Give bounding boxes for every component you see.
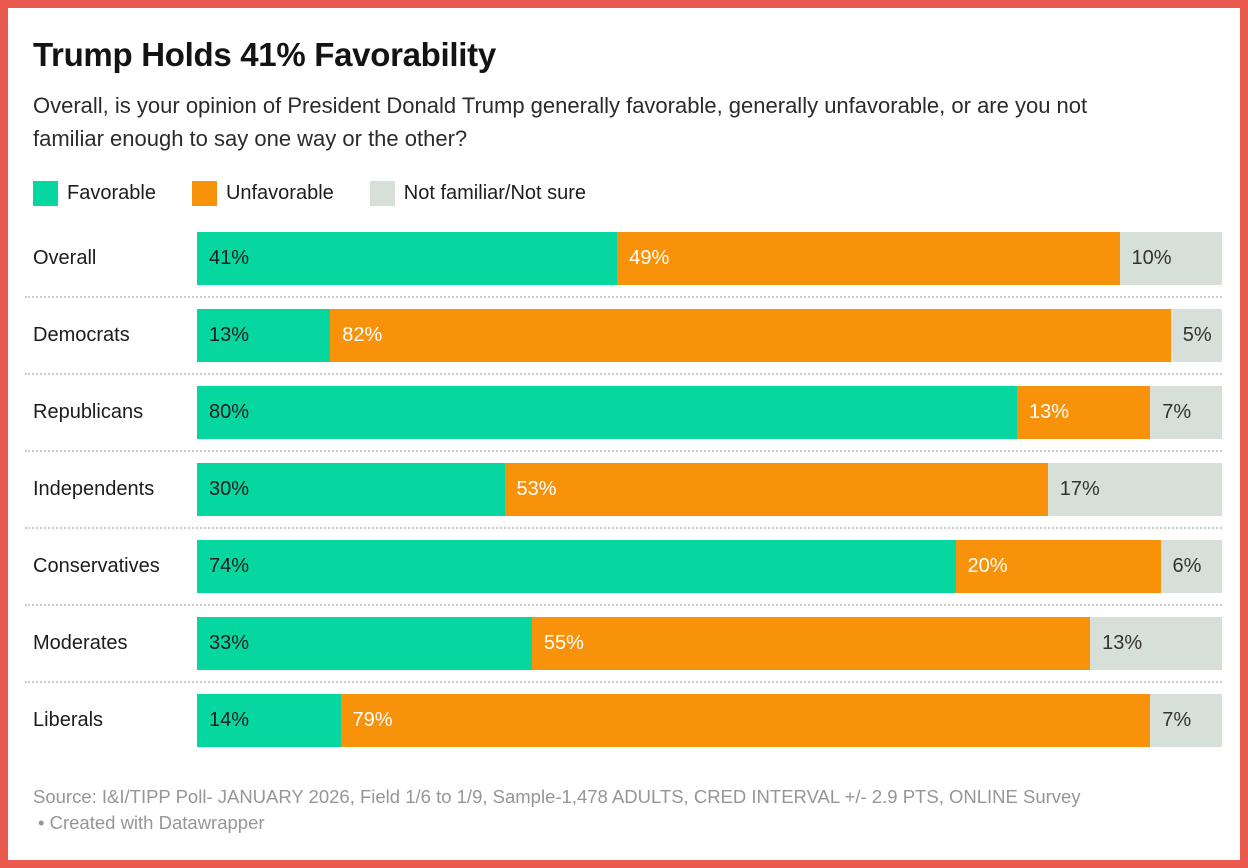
chart-footer: Source: I&I/TIPP Poll- JANUARY 2026, Fie…: [33, 784, 1222, 837]
category-label: Liberals: [33, 709, 104, 732]
bar-segment-not-familiar-not-sure: 7%: [1150, 694, 1222, 748]
bar-value-label: 41%: [209, 247, 250, 270]
category-label: Moderates: [33, 632, 128, 655]
bar-value-label: 10%: [1131, 247, 1172, 270]
chart-row: Republicans 80% 13% 7%: [25, 375, 1222, 453]
bar-value-label: 49%: [629, 247, 670, 270]
chart-row: Liberals 14% 79% 7%: [25, 683, 1222, 758]
stacked-bar: 41% 49% 10%: [197, 232, 1222, 286]
bar-segment-not-familiar-not-sure: 13%: [1090, 617, 1223, 671]
bar-value-label: 7%: [1162, 401, 1192, 424]
bar-segment-not-familiar-not-sure: 10%: [1119, 232, 1222, 286]
bar-segment-unfavorable: 53%: [504, 463, 1048, 517]
legend-label: Not familiar/Not sure: [403, 182, 587, 205]
bar-value-label: 6%: [1172, 555, 1202, 578]
bar-value-label: 7%: [1162, 709, 1192, 732]
bar-chart: Overall 41% 49% 10% Democrats 13% 82% 5% Republi…: [25, 221, 1223, 758]
legend-item-favorable: Favorable: [33, 181, 156, 207]
bar-segment-unfavorable: 49%: [617, 232, 1120, 286]
bar-segment-favorable: 13%: [197, 309, 331, 363]
bar-value-label: 55%: [543, 632, 584, 655]
category-label: Democrats: [33, 324, 130, 347]
bar-value-label: 80%: [209, 401, 250, 424]
attribution-line: • Created with Datawrapper: [38, 812, 265, 834]
bar-value-label: 20%: [967, 555, 1008, 578]
bar-value-label: 13%: [209, 324, 250, 347]
category-label: Conservatives: [33, 555, 160, 578]
bar-segment-favorable: 74%: [197, 540, 956, 594]
page-title: Trump Holds 41% Favorability: [33, 36, 496, 73]
chart-row: Democrats 13% 82% 5%: [25, 298, 1222, 376]
category-label: Republicans: [33, 401, 144, 424]
bar-value-label: 5%: [1182, 324, 1212, 347]
bar-value-label: 30%: [209, 478, 250, 501]
chart-row: Conservatives 74% 20% 6%: [25, 529, 1222, 607]
bar-segment-favorable: 41%: [197, 232, 618, 286]
legend-swatch-icon: [191, 181, 217, 207]
legend-swatch-icon: [369, 181, 395, 207]
bar-value-label: 33%: [209, 632, 250, 655]
stacked-bar: 80% 13% 7%: [197, 386, 1222, 440]
bar-value-label: 82%: [342, 324, 383, 347]
stacked-bar: 30% 53% 17%: [197, 463, 1222, 517]
legend: Favorable Unfavorable Not familiar/Not sur…: [33, 181, 1222, 207]
bar-segment-unfavorable: 79%: [340, 694, 1151, 748]
stacked-bar: 33% 55% 13%: [197, 617, 1223, 671]
category-label: Independents: [33, 478, 155, 501]
bar-segment-favorable: 14%: [197, 694, 341, 748]
bar-segment-not-familiar-not-sure: 17%: [1047, 463, 1222, 517]
chart-row: Moderates 33% 55% 13%: [25, 606, 1223, 684]
stacked-bar: 14% 79% 7%: [197, 694, 1222, 748]
legend-item-unfavorable: Unfavorable: [191, 181, 334, 207]
stacked-bar: 13% 82% 5%: [197, 309, 1222, 363]
bar-segment-unfavorable: 55%: [531, 617, 1091, 671]
bar-segment-not-familiar-not-sure: 5%: [1170, 309, 1222, 363]
bar-value-label: 79%: [352, 709, 393, 732]
bar-value-label: 13%: [1029, 401, 1070, 424]
bar-segment-unfavorable: 20%: [955, 540, 1161, 594]
chart-row: Overall 41% 49% 10%: [25, 221, 1222, 299]
chart-row: Independents 30% 53% 17%: [25, 452, 1222, 530]
bar-value-label: 53%: [516, 478, 557, 501]
chart-description: Overall, is your opinion of President Do…: [33, 93, 1088, 151]
bar-value-label: 13%: [1102, 632, 1143, 655]
bar-segment-favorable: 30%: [197, 463, 505, 517]
bar-segment-unfavorable: 82%: [330, 309, 1171, 363]
bar-value-label: 17%: [1059, 478, 1100, 501]
bar-segment-unfavorable: 13%: [1017, 386, 1151, 440]
bar-segment-not-familiar-not-sure: 7%: [1150, 386, 1222, 440]
bar-value-label: 74%: [209, 555, 250, 578]
legend-label: Favorable: [67, 182, 156, 205]
legend-item-not-familiar-not-sure: Not familiar/Not sure: [369, 181, 587, 207]
legend-label: Unfavorable: [225, 182, 334, 205]
legend-swatch-icon: [33, 181, 58, 207]
source-line: Source: I&I/TIPP Poll- JANUARY 2026, Fie…: [33, 786, 1081, 808]
stacked-bar: 74% 20% 6%: [197, 540, 1222, 594]
bar-value-label: 14%: [209, 709, 250, 732]
bar-segment-favorable: 33%: [197, 617, 532, 671]
category-label: Overall: [33, 247, 97, 270]
bar-segment-not-familiar-not-sure: 6%: [1160, 540, 1222, 594]
bar-segment-favorable: 80%: [197, 386, 1017, 440]
